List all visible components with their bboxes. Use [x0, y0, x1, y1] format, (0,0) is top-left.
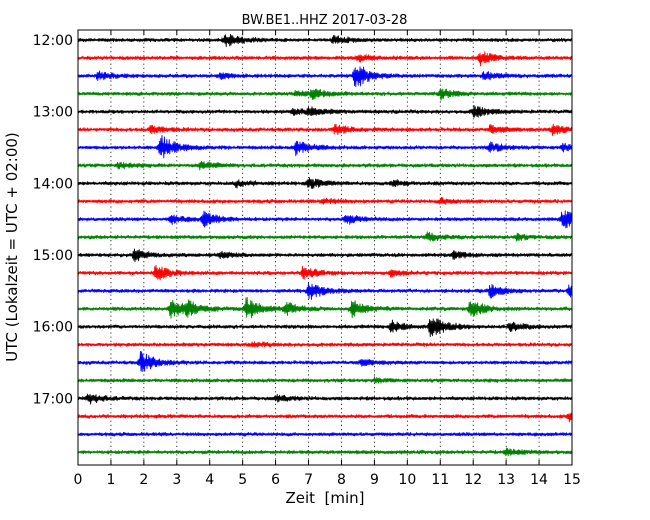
- trace-1645: [77, 376, 573, 384]
- trace-1200: [77, 33, 573, 48]
- x-tick-label: 2: [139, 472, 148, 488]
- trace-1700: [77, 393, 573, 405]
- trace-1600: [77, 318, 573, 338]
- trace-1445: [77, 231, 573, 242]
- x-tick-label: 9: [370, 472, 379, 488]
- y-tick-label: 16:00: [33, 320, 73, 336]
- trace-1630: [77, 350, 573, 372]
- trace-1245: [77, 88, 573, 101]
- trace-1230: [77, 66, 573, 87]
- trace-1400: [77, 177, 573, 189]
- chart-title: BW.BE1..HHZ 2017-03-28: [242, 13, 408, 28]
- y-tick-label: 13:00: [33, 105, 73, 121]
- x-tick-label: 1: [106, 472, 115, 488]
- trace-1530: [77, 282, 573, 300]
- trace-1545: [77, 296, 573, 319]
- trace-1715: [77, 412, 573, 423]
- x-tick-label: 7: [304, 472, 313, 488]
- y-tick-label: 14:00: [33, 176, 73, 192]
- seismic-traces: [77, 33, 573, 457]
- trace-1730: [77, 431, 573, 437]
- x-tick-label: 13: [497, 472, 515, 488]
- trace-1345: [77, 160, 573, 171]
- trace-1330: [77, 134, 573, 159]
- trace-1315: [77, 123, 573, 136]
- axis-ticks: 0 1 2 3 4 5 6 7 8 9 10 11 12 13 14 1512:0013:0014:0015:…: [33, 30, 581, 488]
- x-tick-label: 8: [337, 472, 346, 488]
- x-tick-label: 3: [172, 472, 181, 488]
- x-tick-label: 0: [74, 472, 83, 488]
- y-axis-label: UTC (Lokalzeit = UTC + 02:00): [3, 132, 21, 362]
- x-tick-label: 5: [238, 472, 247, 488]
- x-tick-label: 14: [530, 472, 548, 488]
- x-tick-label: 4: [205, 472, 214, 488]
- trace-1500: [77, 248, 573, 263]
- trace-1745: [77, 447, 573, 457]
- trace-1215: [77, 51, 573, 67]
- x-tick-label: 15: [563, 472, 581, 488]
- y-tick-label: 12:00: [33, 33, 73, 49]
- x-tick-label: 12: [464, 472, 482, 488]
- trace-1430: [77, 210, 573, 229]
- trace-1300: [77, 104, 573, 118]
- trace-1515: [77, 264, 573, 281]
- plot-frame: [77, 29, 573, 466]
- x-tick-label: 6: [271, 472, 280, 488]
- x-tick-label: 11: [431, 472, 449, 488]
- trace-1415: [77, 196, 573, 205]
- y-tick-label: 15:00: [33, 248, 73, 264]
- y-tick-label: 17:00: [33, 391, 73, 407]
- grid-lines: [110, 30, 540, 465]
- x-tick-label: 10: [398, 472, 416, 488]
- x-axis-label: Zeit [min]: [285, 489, 364, 507]
- trace-1615: [77, 341, 573, 348]
